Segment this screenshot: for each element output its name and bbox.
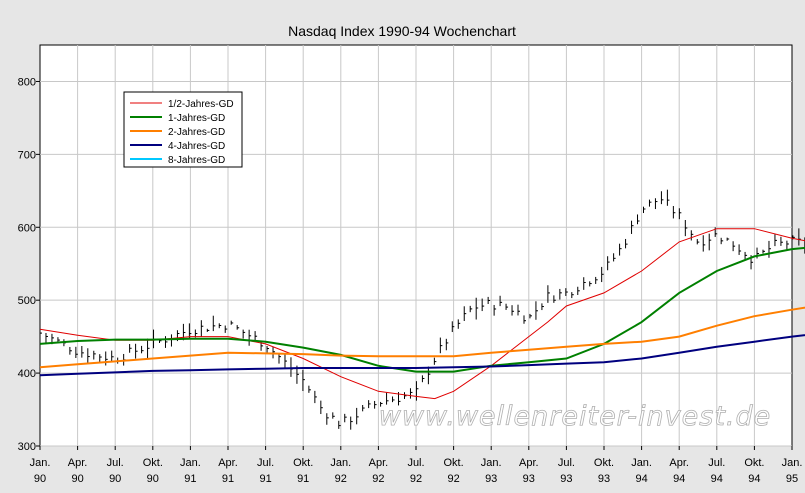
legend-box xyxy=(123,91,243,168)
chart-title: Nasdaq Index 1990-94 Wochenchart xyxy=(288,23,516,39)
x-tick-year: 91 xyxy=(222,473,234,485)
legend: 1/2-Jahres-GD 1-Jahres-GD 2-Jahres-GD 4-Jah… xyxy=(123,91,243,168)
x-tick-month: Jan. xyxy=(481,457,502,469)
y-tick-label: 700 xyxy=(18,149,36,161)
x-tick-month: Jan. xyxy=(631,457,652,469)
y-axis: 300 400 500 600 700 800 xyxy=(18,76,40,453)
x-tick-month: Okt. xyxy=(444,457,464,469)
x-tick-month: Jul. xyxy=(407,457,424,469)
x-tick-month: Jan. xyxy=(30,457,51,469)
legend-label-0: 1/2-Jahres-GD xyxy=(168,99,234,110)
x-tick-year: 94 xyxy=(673,473,685,485)
x-tick-year: 93 xyxy=(560,473,572,485)
x-tick-year: 90 xyxy=(71,473,83,485)
watermark: www.wellenreiter-invest.de xyxy=(379,401,772,432)
x-tick-year: 93 xyxy=(598,473,610,485)
x-tick-year: 90 xyxy=(34,473,46,485)
x-tick-month: Jul. xyxy=(257,457,274,469)
x-tick-year: 92 xyxy=(372,473,384,485)
x-tick-month: Okt. xyxy=(594,457,614,469)
x-tick-year: 91 xyxy=(184,473,196,485)
series-line-3 xyxy=(39,334,805,377)
x-tick-month: Apr. xyxy=(669,457,689,469)
legend-label-3: 4-Jahres-GD xyxy=(168,141,225,152)
x-tick-month: Jul. xyxy=(708,457,725,469)
x-axis: Jan. 90 Apr. 90 Jul. 90 Okt. 90 Jan. 91 Apr. 91 Jul.… xyxy=(30,446,803,485)
x-tick-year: 91 xyxy=(297,473,309,485)
x-tick-year: 94 xyxy=(635,473,647,485)
x-tick-month: Jul. xyxy=(558,457,575,469)
x-tick-year: 90 xyxy=(147,473,159,485)
x-tick-year: 94 xyxy=(711,473,723,485)
x-tick-year: 93 xyxy=(523,473,535,485)
legend-label-4: 8-Jahres-GD xyxy=(168,155,225,166)
x-tick-year: 92 xyxy=(410,473,422,485)
x-tick-month: Okt. xyxy=(744,457,764,469)
x-tick-month: Apr. xyxy=(519,457,539,469)
x-tick-month: Jul. xyxy=(107,457,124,469)
x-tick-year: 92 xyxy=(447,473,459,485)
x-tick-month: Apr. xyxy=(68,457,88,469)
x-tick-year: 90 xyxy=(109,473,121,485)
y-tick-label: 400 xyxy=(18,368,36,380)
x-tick-year: 92 xyxy=(335,473,347,485)
x-tick-month: Apr. xyxy=(218,457,238,469)
series-line-0 xyxy=(39,228,805,400)
moving-average-series xyxy=(39,228,805,400)
y-tick-label: 600 xyxy=(18,222,36,234)
x-tick-month: Jan. xyxy=(180,457,201,469)
x-tick-year: 91 xyxy=(259,473,271,485)
x-tick-month: Okt. xyxy=(143,457,163,469)
y-tick-label: 800 xyxy=(18,76,36,88)
legend-label-2: 2-Jahres-GD xyxy=(168,127,225,138)
x-tick-month: Jan. xyxy=(330,457,351,469)
legend-label-1: 1-Jahres-GD xyxy=(168,113,225,124)
y-tick-label: 300 xyxy=(18,441,36,453)
y-tick-label: 500 xyxy=(18,295,36,307)
x-tick-month: Okt. xyxy=(293,457,313,469)
x-tick-month: Apr. xyxy=(369,457,389,469)
x-tick-year: 94 xyxy=(748,473,760,485)
series-line-1 xyxy=(39,246,805,373)
x-tick-month: Jan. xyxy=(782,457,803,469)
price-series xyxy=(39,189,805,430)
series-line-2 xyxy=(39,306,805,369)
x-tick-year: 95 xyxy=(786,473,798,485)
x-tick-year: 93 xyxy=(485,473,497,485)
